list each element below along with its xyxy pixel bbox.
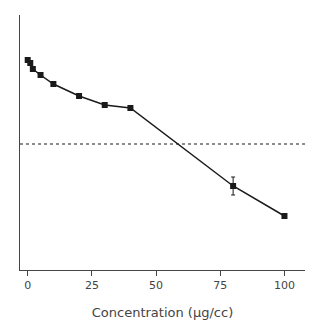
svg-text:100: 100 <box>274 279 295 292</box>
svg-text:Concentration (μg/cc): Concentration (μg/cc) <box>92 305 233 320</box>
svg-text:25: 25 <box>85 279 99 292</box>
svg-text:50: 50 <box>149 279 163 292</box>
svg-text:0: 0 <box>24 279 31 292</box>
svg-text:75: 75 <box>213 279 227 292</box>
